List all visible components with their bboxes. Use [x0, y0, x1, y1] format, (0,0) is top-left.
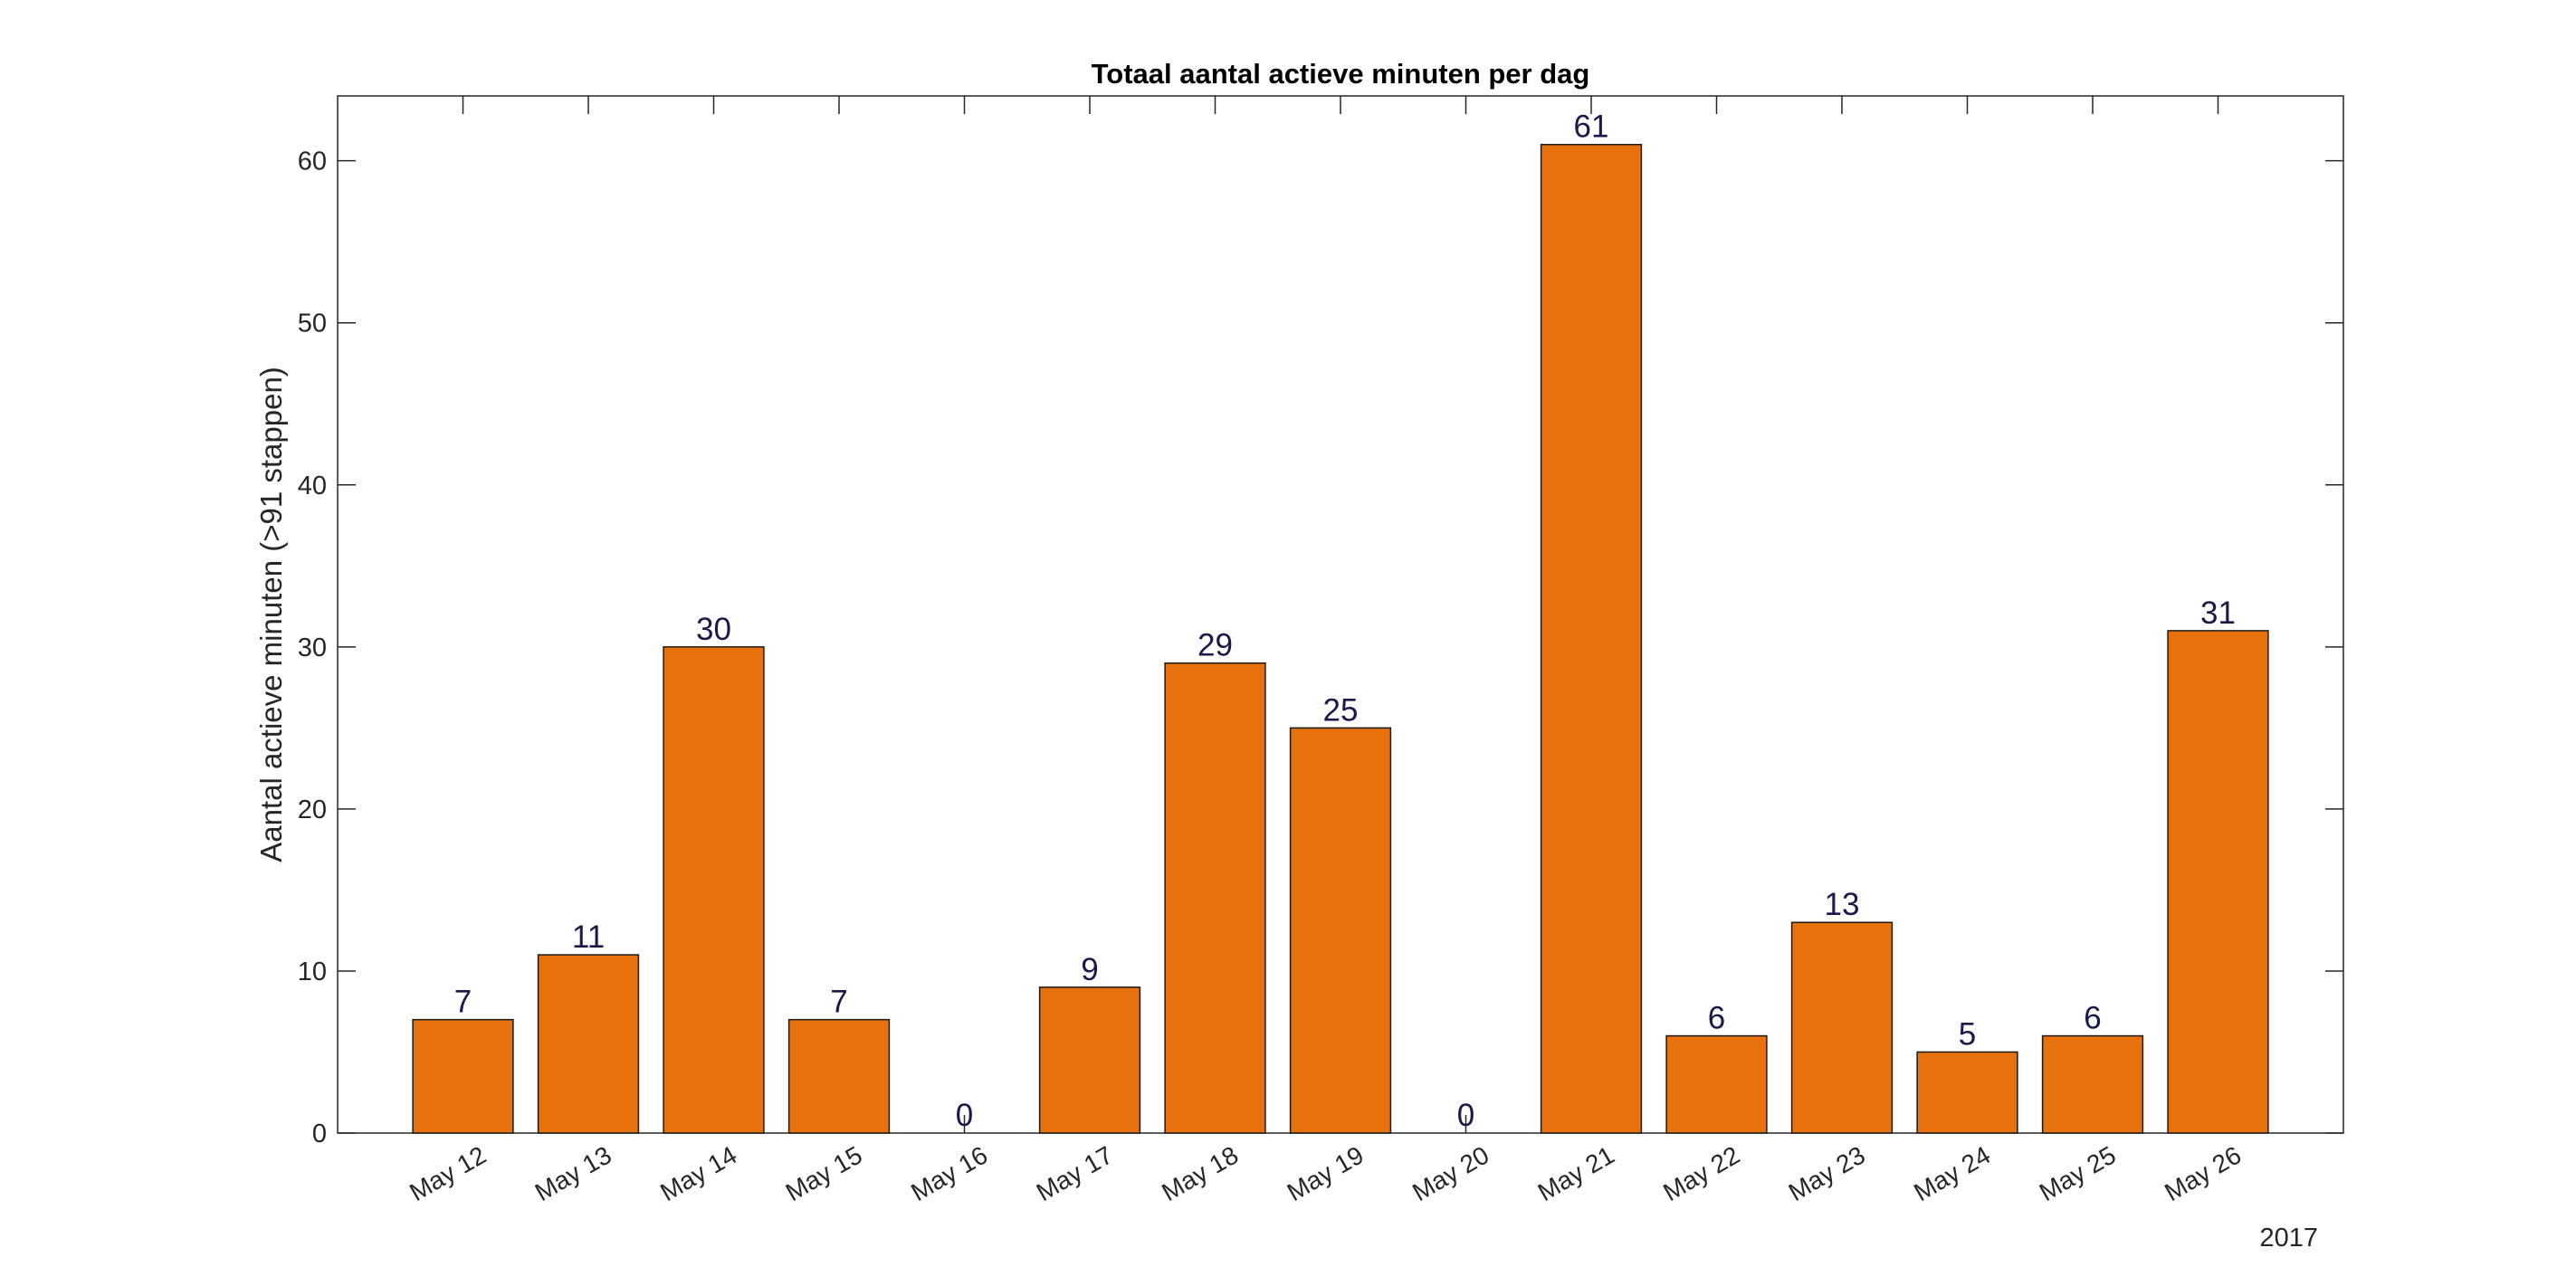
- y-tick-label: 10: [298, 957, 327, 986]
- y-tick-label: 30: [298, 634, 327, 662]
- bar-value-label: 6: [2084, 1001, 2101, 1036]
- bar: [1790, 921, 1894, 1134]
- x-tick-label: May 21: [1533, 1140, 1619, 1206]
- x-tick-label: May 15: [781, 1140, 867, 1206]
- bar-value-label: 6: [1708, 1001, 1725, 1036]
- x-tick-label: May 16: [906, 1140, 992, 1206]
- bar-value-label: 0: [956, 1098, 973, 1133]
- y-tick-label: 40: [298, 472, 327, 500]
- bar-value-label: 61: [1574, 110, 1609, 145]
- bar: [1665, 1034, 1768, 1134]
- bar-value-label: 0: [1457, 1098, 1474, 1133]
- bar: [2167, 630, 2269, 1134]
- x-tick-label: May 17: [1032, 1140, 1118, 1206]
- bar: [1289, 727, 1392, 1134]
- bar: [1916, 1051, 2018, 1134]
- bar-value-label: 13: [1825, 887, 1860, 922]
- x-tick-label: May 25: [2035, 1140, 2121, 1206]
- bar-value-label: 7: [454, 985, 472, 1020]
- y-axis-label: Aantal actieve minuten (>91 stappen): [254, 367, 288, 862]
- bar-value-label: 31: [2200, 595, 2236, 631]
- x-tick-label: May 26: [2160, 1140, 2246, 1206]
- x-tick-label: May 19: [1283, 1140, 1369, 1206]
- bar: [537, 954, 640, 1134]
- x-tick-label: May 20: [1407, 1140, 1493, 1206]
- bar-value-label: 5: [1959, 1016, 1976, 1052]
- bar: [412, 1018, 514, 1134]
- bar-value-label: 25: [1323, 692, 1359, 728]
- bar: [787, 1018, 891, 1134]
- x-tick-label: May 13: [530, 1140, 616, 1206]
- year-label: 2017: [2259, 1224, 2318, 1253]
- y-tick-label: 20: [298, 795, 327, 824]
- bar-value-label: 29: [1197, 628, 1233, 663]
- y-tick-label: 50: [298, 310, 327, 338]
- x-tick-label: May 12: [405, 1140, 491, 1206]
- x-tick-label: May 22: [1658, 1140, 1744, 1206]
- bar-value-label: 30: [696, 612, 731, 647]
- bar: [1038, 986, 1141, 1134]
- x-tick-label: May 23: [1784, 1140, 1870, 1206]
- chart-title: Totaal aantal actieve minuten per dag: [1092, 58, 1590, 90]
- bars: 7 11 30 7 0 9 29 25 0 61 6 13 5 6 31: [412, 110, 2269, 1134]
- x-tick-label: May 24: [1909, 1140, 1995, 1206]
- bar-value-label: 9: [1081, 952, 1098, 987]
- y-tick-label: 0: [312, 1119, 327, 1148]
- bar: [1540, 143, 1643, 1134]
- bar: [1164, 662, 1266, 1134]
- x-tick-label: May 18: [1157, 1140, 1243, 1206]
- bar: [663, 646, 765, 1134]
- bar: [2041, 1034, 2144, 1134]
- bar-value-label: 7: [830, 985, 847, 1020]
- y-tick-label: 60: [298, 148, 327, 176]
- bar-value-label: 11: [572, 919, 605, 955]
- x-tick-label: May 14: [655, 1140, 741, 1206]
